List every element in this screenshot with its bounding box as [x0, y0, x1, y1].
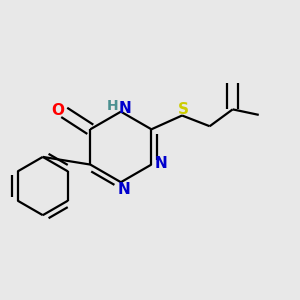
Text: H: H: [106, 99, 118, 113]
Text: N: N: [118, 182, 130, 197]
Text: N: N: [154, 157, 167, 172]
Text: O: O: [51, 103, 64, 118]
Text: N: N: [118, 101, 131, 116]
Text: S: S: [178, 102, 188, 117]
